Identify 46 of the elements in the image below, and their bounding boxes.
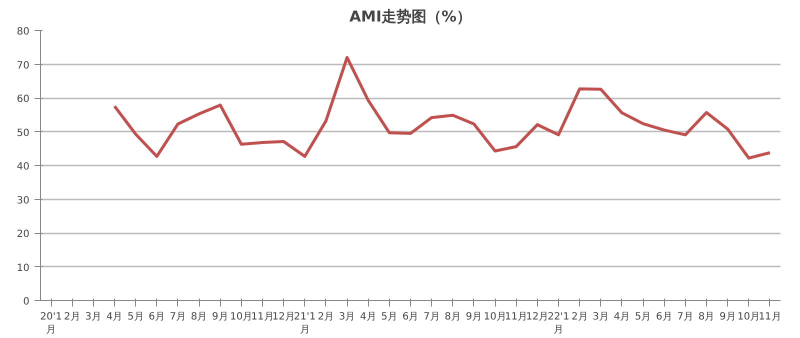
x-tick-label: 2月 bbox=[318, 312, 334, 322]
x-tick-label: 9月 bbox=[466, 312, 482, 322]
x-tick-label: 9月 bbox=[719, 312, 736, 322]
x-tick-label: 6月 bbox=[148, 312, 165, 322]
x-tick-label: 11月 bbox=[251, 312, 274, 322]
y-tick-label: 70 bbox=[16, 60, 30, 72]
x-tick-label: 21'1月 bbox=[294, 312, 316, 336]
x-tick-label: 5月 bbox=[634, 312, 652, 322]
x-tick-label: 8月 bbox=[190, 312, 208, 322]
x-tick-label: 9月 bbox=[212, 312, 228, 322]
chart-title: AMI走势图（%） bbox=[349, 8, 472, 26]
x-tick-label: 2月 bbox=[571, 312, 588, 322]
x-tick-label: 4月 bbox=[614, 312, 630, 322]
x-tick-label: 22'1月 bbox=[548, 312, 570, 336]
x-tick-label: 3月 bbox=[85, 312, 102, 322]
x-tick-label: 5月 bbox=[381, 312, 398, 322]
x-tick-label: 5月 bbox=[127, 312, 144, 322]
y-tick-label: 60 bbox=[16, 94, 30, 105]
x-tick-label: 2月 bbox=[64, 312, 80, 322]
x-tick-label: 3月 bbox=[338, 312, 356, 322]
x-tick-label: 12月 bbox=[272, 312, 296, 322]
x-tick-label: 6月 bbox=[402, 312, 419, 322]
y-tick-label: 30 bbox=[16, 195, 30, 206]
x-tick-label: 7月 bbox=[170, 312, 186, 322]
x-tick-label: 10月 bbox=[484, 312, 506, 322]
y-tick-label: 80 bbox=[16, 26, 30, 38]
y-tick-label: 20 bbox=[16, 229, 30, 240]
x-tick-label: 6月 bbox=[656, 312, 672, 322]
x-tick-label: 8月 bbox=[444, 312, 461, 322]
x-tick-label: 7月 bbox=[423, 312, 440, 322]
x-tick-label: 11月 bbox=[758, 312, 782, 322]
line-series bbox=[113, 56, 772, 160]
x-tick-label: 4月 bbox=[106, 312, 123, 322]
x-tick-label: 4月 bbox=[360, 312, 376, 322]
y-tick-label: 10 bbox=[16, 262, 30, 274]
y-tick-label: 50 bbox=[16, 128, 30, 139]
x-tick-label: 10月 bbox=[230, 312, 253, 322]
y-tick-label: 40 bbox=[16, 162, 30, 172]
x-tick-label: 20'1月 bbox=[40, 312, 62, 336]
x-tick-label: 12月 bbox=[526, 312, 549, 322]
x-tick-label: 7月 bbox=[677, 312, 694, 322]
x-tick-label: 8月 bbox=[698, 312, 715, 322]
x-tick-label: 11月 bbox=[504, 312, 528, 322]
x-tick-label: 10月 bbox=[737, 312, 760, 322]
y-tick-label: 0 bbox=[23, 296, 30, 308]
x-tick-label: 3月 bbox=[592, 312, 609, 322]
